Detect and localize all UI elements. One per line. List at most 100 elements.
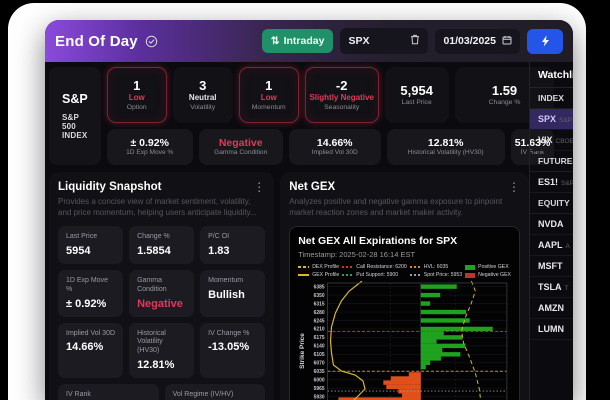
legend-item: HVL: 6035 xyxy=(409,264,462,271)
trash-icon[interactable] xyxy=(410,34,420,48)
stat-card-row: ± 0.92% 1D Exp Move % Negative Gamma Condit… xyxy=(106,129,555,165)
symbol-input[interactable]: SPX xyxy=(340,28,429,54)
liquidity-cell-1d-exp-move-[interactable]: 1D Exp Move % ± 0.92% xyxy=(58,270,124,317)
stat-label: Implied Vol 30D xyxy=(311,149,358,157)
liquidity-cell-gamma-condition[interactable]: Gamma Condition Negative xyxy=(129,270,195,317)
y-tick-label: 6210 xyxy=(314,327,325,333)
net-gex-panel-title: Net GEX xyxy=(289,181,336,193)
liquidity-cell-p-c-oi[interactable]: P/C OI 1.83 xyxy=(200,226,266,265)
liquidity-cell-change-[interactable]: Change % 1.5854 xyxy=(129,226,195,265)
kebab-menu-icon[interactable]: ⋮ xyxy=(508,180,520,194)
apply-button[interactable] xyxy=(527,28,563,54)
score-card-seasonality[interactable]: -2 Slightly Negative Seasonality xyxy=(304,67,379,123)
legend-label: Put Support: 5900 xyxy=(356,272,399,279)
stat-value: ± 0.92% xyxy=(130,136,169,149)
score-value: -2 xyxy=(335,78,348,94)
legend-item: Positive GEX xyxy=(465,264,511,270)
legend-label: Negative GEX xyxy=(478,272,511,279)
ticker-description: S&P xyxy=(561,180,573,187)
stat-label: Gamma Condition xyxy=(214,149,268,157)
watchlist-item-amzn[interactable]: AMZN xyxy=(530,298,573,319)
stat-value: 12.81% xyxy=(427,136,464,149)
watchlist-sidebar: Watchlist INDEXSPXS&PVIXCBOEFUTURESES1!S… xyxy=(529,62,573,400)
y-tick-label: 6350 xyxy=(314,293,325,299)
cell-label: P/C OI xyxy=(208,233,230,241)
liquidity-cell-implied-vol-30d[interactable]: Implied Vol 30D 14.66% xyxy=(58,322,124,378)
score-card-last-price[interactable]: 5,954 Last Price xyxy=(384,67,449,123)
intraday-toggle-button[interactable]: ⇅ Intraday xyxy=(261,29,334,53)
liquidity-cell-vol-regime-iv-hv-[interactable]: Vol Regime (IV/HV) xyxy=(164,383,266,400)
y-tick-label: 6105 xyxy=(314,352,325,358)
chart-title: Net GEX All Expirations for SPX xyxy=(298,235,458,248)
net-gex-chart[interactable]: 6385 6350 6315 6280 6245 6210 6175 6140 6105 6070… xyxy=(298,280,511,400)
stat-card-1d-exp-move-[interactable]: ± 0.92% 1D Exp Move % xyxy=(106,129,193,165)
date-picker-field[interactable]: 01/03/2025 xyxy=(435,28,520,54)
page-title: End Of Day xyxy=(55,32,138,50)
positive-gex-bar xyxy=(420,352,461,357)
ticker-symbol: NVDA xyxy=(538,219,564,229)
stat-label: IV Rank xyxy=(520,149,545,157)
ticker-symbol: MSFT xyxy=(538,261,563,271)
liquidity-snapshot-panel: Liquidity Snapshot ⋮ Provides a concise … xyxy=(49,172,275,400)
legend-label: GEX Profile xyxy=(312,272,340,279)
y-tick-label: 6140 xyxy=(314,344,325,350)
watchlist-item-spx[interactable]: SPX S&P xyxy=(530,109,573,130)
cell-label: 1D Exp Move % xyxy=(66,277,109,293)
y-tick-label: 6315 xyxy=(314,301,325,307)
watchlist-rows: INDEXSPXS&PVIXCBOEFUTURESES1!S&PEQUITYNV… xyxy=(530,88,573,340)
score-card-volatility[interactable]: 3 Neutral Volatility xyxy=(172,67,233,123)
watchlist-item-nvda[interactable]: NVDA xyxy=(530,214,573,235)
stat-card-implied-vol-30d[interactable]: 14.66% Implied Vol 30D xyxy=(288,129,381,165)
liquidity-grid-bottom: IV Rank Vol Regime (IV/HV) xyxy=(58,383,266,400)
ticker-symbol: TSLA xyxy=(538,282,562,292)
watchlist-item-vix[interactable]: VIX CBOE xyxy=(530,130,573,151)
ticker-symbol: VIX xyxy=(538,135,553,145)
y-axis-label: Strike Price xyxy=(299,333,306,369)
legend-swatch-box-red xyxy=(465,272,476,278)
legend-swatch-dots-green xyxy=(342,274,354,277)
positive-gex-bar xyxy=(420,331,444,336)
watchlist-item-aapl[interactable]: AAPL A xyxy=(530,235,573,256)
cell-value: Negative xyxy=(137,297,183,310)
cell-label: Implied Vol 30D xyxy=(66,329,116,337)
swap-arrows-icon: ⇅ xyxy=(270,35,280,47)
liquidity-cell-iv-change-[interactable]: IV Change % -13.05% xyxy=(200,322,266,378)
liquidity-cell-last-price[interactable]: Last Price 5954 xyxy=(58,226,124,265)
y-tick-label: 6035 xyxy=(314,369,325,375)
cell-label: Last Price xyxy=(66,233,98,241)
stat-card-historical-volatility-hv30-[interactable]: 12.81% Historical Volatility (HV30) xyxy=(386,129,505,165)
content-area: S&P S&P 500 INDEX 1 Low Option 3 Neutral Vola… xyxy=(45,62,573,400)
liquidity-cell-momentum[interactable]: Momentum Bullish xyxy=(200,270,266,317)
legend-label: HVL: 6035 xyxy=(423,264,449,271)
app-header: End Of Day ⇅ Intraday SPX 01/03/2025 xyxy=(45,20,573,62)
watchlist-section-index: INDEX xyxy=(530,88,573,109)
ticker-description: S&P xyxy=(559,117,573,124)
instrument-card[interactable]: S&P S&P 500 INDEX xyxy=(49,67,101,165)
liquidity-cell-iv-rank[interactable]: IV Rank xyxy=(58,383,159,400)
liquidity-cell-historical-volatility-hv30-[interactable]: Historical Volatility (HV30) 12.81% xyxy=(129,322,195,378)
legend-swatch-box-green xyxy=(465,264,476,270)
positive-gex-bar xyxy=(420,292,441,298)
score-card-row: 1 Low Option 3 Neutral Volatility 1 Low Momentum… xyxy=(106,67,555,123)
watchlist-item-lumn[interactable]: LUMN xyxy=(530,319,573,340)
cell-label: Historical Volatility (HV30) xyxy=(137,329,166,355)
main-column: S&P S&P 500 INDEX 1 Low Option 3 Neutral Vola… xyxy=(45,62,555,400)
stat-card-iv-rank[interactable]: 51.63% IV Rank xyxy=(510,129,555,165)
stat-card-gamma-condition[interactable]: Negative Gamma Condition xyxy=(198,129,283,165)
chart-timestamp: Timestamp: 2025-02-28 16:14 EST xyxy=(298,250,416,260)
stat-label: 1D Exp Move % xyxy=(126,149,174,157)
cell-label: Momentum xyxy=(208,277,244,285)
legend-item: DEX Profile xyxy=(298,264,339,270)
score-card-option[interactable]: 1 Low Option xyxy=(106,67,167,123)
watchlist-item-msft[interactable]: MSFT xyxy=(530,256,573,277)
negative-gex-bar xyxy=(408,372,421,377)
score-card-momentum[interactable]: 1 Low Momentum xyxy=(238,67,299,123)
negative-gex-bar xyxy=(390,376,421,381)
instrument-symbol: S&P xyxy=(62,92,88,106)
score-label: Volatility xyxy=(190,103,216,111)
watchlist-item-tsla[interactable]: TSLA T xyxy=(530,277,573,298)
calendar-icon xyxy=(502,35,512,48)
watchlist-item-es1[interactable]: ES1! S&P xyxy=(530,172,573,193)
kebab-menu-icon[interactable]: ⋮ xyxy=(253,180,266,194)
